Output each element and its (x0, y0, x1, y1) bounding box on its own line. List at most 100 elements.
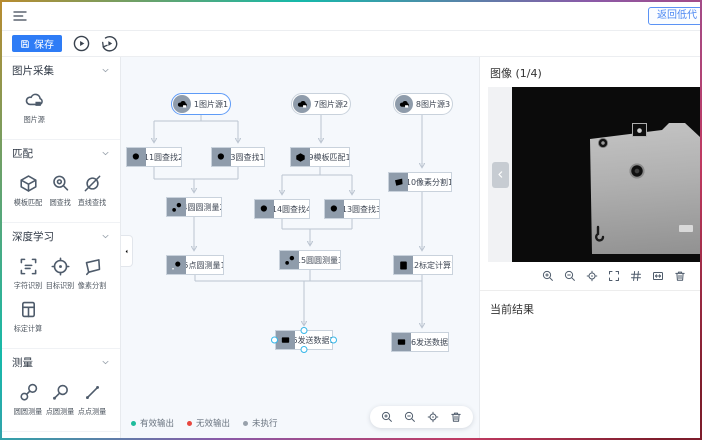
zoom-out-icon[interactable] (564, 270, 576, 282)
sidebar-section-0: 图片采集 图片源 (2, 57, 120, 140)
flow-node-14[interactable]: 14圆查找4 (254, 199, 310, 219)
node-handle-t[interactable] (300, 327, 308, 334)
sidebar-item-point-circle-measure[interactable]: 点圆测量 (44, 383, 76, 417)
section-header[interactable]: 图片采集 (12, 63, 110, 78)
flow-node-6[interactable]: 6发送数据1 (271, 327, 337, 353)
save-button[interactable]: 保存 (12, 35, 62, 52)
flow-node-1[interactable]: 1图片源1 (171, 93, 231, 115)
chevron-down-icon[interactable] (101, 149, 110, 158)
flow-node-11[interactable]: 11圆查找2 (126, 147, 182, 167)
sidebar-item-template-match[interactable]: 模板匹配 (12, 174, 44, 208)
sidebar-item-point-point-measure[interactable]: 点点测量 (76, 383, 108, 417)
node-label: 7图片源2 (313, 99, 349, 109)
screw-small (598, 138, 608, 148)
section-header[interactable]: 深度学习 (12, 229, 110, 244)
trash-icon[interactable] (450, 411, 462, 423)
circle-circle-icon (280, 251, 299, 269)
flow-node-4[interactable]: 4圆圆测量2 (166, 197, 222, 217)
section-header[interactable]: 匹配 (12, 146, 110, 161)
zoom-out-icon[interactable] (404, 411, 416, 423)
node-label: 5点圆测量1 (186, 260, 223, 270)
flow-node-10[interactable]: 10像素分割1 (388, 172, 452, 192)
tool-sidebar: 图片采集 图片源 匹配 模板匹配 圆查找 直线查找 深度学习 字符识别 目标识别 像素分割 标定计算… (2, 57, 121, 438)
flow-node-7[interactable]: 7图片源2 (291, 93, 351, 115)
sidebar-item-char-recognition[interactable]: 字符识别 (12, 257, 44, 291)
hook-feature (595, 225, 605, 242)
node-label: 15圆圆测量3 (299, 255, 340, 265)
legend-item: 无效输出 (187, 417, 230, 429)
sidebar-item-object-recognition[interactable]: 目标识别 (44, 257, 76, 291)
sidebar-section-2: 深度学习 字符识别 目标识别 像素分割 标定计算 (2, 223, 120, 349)
square-fiducial (632, 123, 647, 137)
section-title: 图片采集 (12, 65, 54, 77)
back-to-lowcode-button[interactable]: 返回低代 (648, 7, 700, 25)
flow-node-13[interactable]: 13圆查找3 (324, 199, 380, 219)
node-label: 10像素分割1 (408, 177, 451, 187)
node-label: 4圆圆测量2 (186, 202, 221, 212)
cube-icon (291, 148, 310, 166)
zoom-in-icon[interactable] (542, 270, 554, 282)
flow-canvas[interactable]: 1图片源1 7图片源2 8图片源3 11圆查找2 3圆查找1 9模板匹配1 10像素分割1 4… (121, 57, 479, 438)
flow-node-8[interactable]: 8图片源3 (393, 93, 453, 115)
chevron-down-icon[interactable] (101, 358, 110, 367)
sidebar-item-calibration-calc[interactable]: 标定计算 (12, 300, 44, 334)
point-point-icon (83, 383, 102, 402)
prev-image-button[interactable] (491, 161, 509, 188)
node-label: 6发送数据1 (295, 335, 332, 345)
legend-label: 有效输出 (140, 419, 175, 429)
flow-node-16[interactable]: 16发送数据2 (391, 332, 449, 352)
save-icon (20, 39, 30, 49)
grid-icon[interactable] (630, 270, 642, 282)
sidebar-item-pixel-segmentation[interactable]: 像素分割 (76, 257, 108, 291)
cloud-image-icon (293, 95, 311, 113)
cloud-image-icon (395, 95, 413, 113)
save-label: 保存 (34, 40, 54, 51)
sidebar-collapse-handle[interactable] (121, 235, 133, 267)
zoom-in-icon[interactable] (381, 411, 393, 423)
cloud-image-icon (25, 91, 44, 110)
node-handle-r[interactable] (330, 336, 337, 344)
fit-image-icon[interactable] (652, 270, 664, 282)
node-handle-l[interactable] (271, 336, 278, 344)
circle-search-icon (212, 148, 231, 166)
polygon-icon (83, 257, 102, 276)
metal-plate (590, 123, 700, 254)
trash-icon[interactable] (674, 270, 686, 282)
chevron-down-icon[interactable] (101, 232, 110, 241)
menu-icon[interactable] (12, 8, 28, 24)
legend-item: 未执行 (243, 417, 278, 429)
legend-item: 有效输出 (131, 417, 174, 429)
node-label: 3圆查找1 (231, 152, 264, 162)
point-circle-icon (167, 256, 186, 274)
legend-label: 无效输出 (196, 419, 231, 429)
section-header[interactable]: 测量 (12, 355, 110, 370)
image-viewer (488, 87, 700, 262)
item-label: 点圆测量 (45, 407, 75, 416)
flow-node-12[interactable]: 12标定计算1 (393, 255, 453, 275)
fullscreen-icon[interactable] (608, 270, 620, 282)
section-items: 字符识别 目标识别 像素分割 标定计算 (12, 244, 110, 342)
image-panel-title: 图像 (1/4) (490, 67, 542, 80)
sidebar-item-circle-circle-measure[interactable]: 圆圆测量 (12, 383, 44, 417)
legend-dot (187, 420, 193, 426)
flow-node-9[interactable]: 9模板匹配1 (290, 147, 350, 167)
flow-node-3[interactable]: 3圆查找1 (211, 147, 265, 167)
run-once-button[interactable] (73, 35, 90, 52)
chevron-down-icon[interactable] (101, 66, 110, 75)
locate-icon[interactable] (586, 270, 598, 282)
inspection-image (512, 87, 700, 262)
flow-node-5[interactable]: 5点圆测量1 (166, 255, 224, 275)
node-label: 12标定计算1 (413, 260, 452, 270)
sidebar-item-line-find[interactable]: 直线查找 (76, 174, 108, 208)
flow-node-15[interactable]: 15圆圆测量3 (279, 250, 341, 270)
node-handle-b[interactable] (300, 346, 308, 353)
sidebar-item-image-source[interactable]: 图片源 (12, 91, 56, 125)
run-loop-button[interactable] (101, 35, 118, 52)
section-items: 圆圆测量 点圆测量 点点测量 (12, 370, 110, 425)
locate-icon[interactable] (427, 411, 439, 423)
sidebar-item-circle-find[interactable]: 圆查找 (44, 174, 76, 208)
status-legend: 有效输出 无效输出 未执行 (131, 417, 278, 429)
image-nav-strip (488, 87, 512, 262)
